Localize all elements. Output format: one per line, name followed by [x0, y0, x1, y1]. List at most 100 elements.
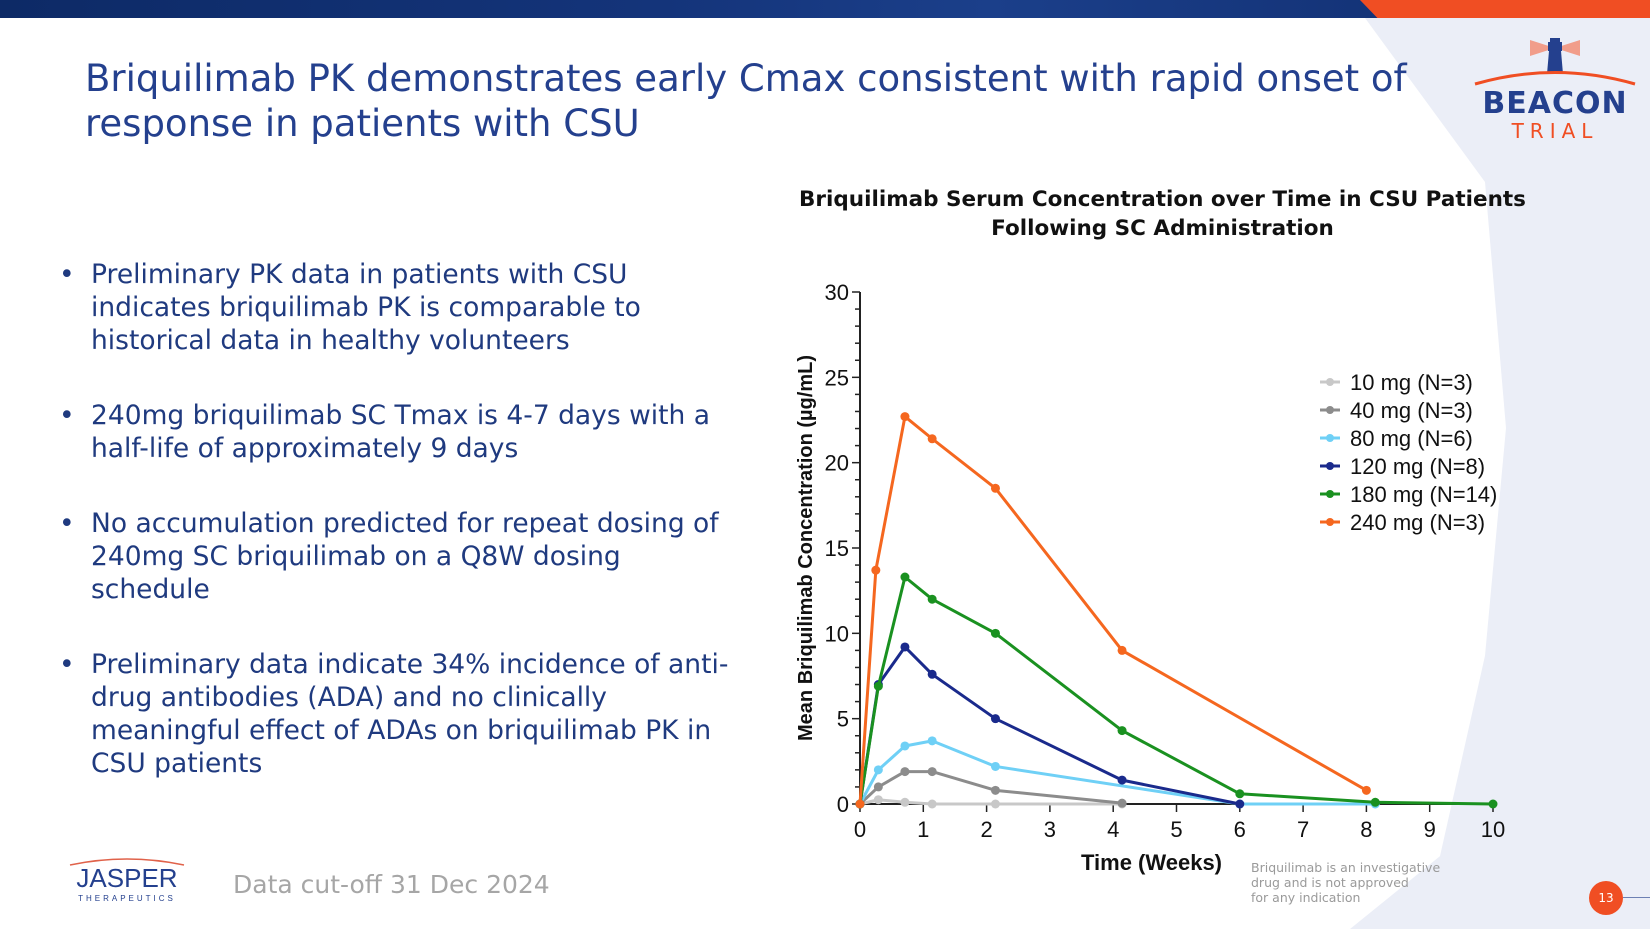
legend-label: 40 mg (N=3) — [1350, 398, 1473, 423]
bullet-text: No accumulation predicted for repeat dos… — [91, 508, 719, 605]
x-tick-label: 7 — [1297, 817, 1309, 842]
x-tick-label: 2 — [980, 817, 992, 842]
beacon-logo-text: BEACON — [1482, 86, 1628, 121]
data-point — [900, 412, 910, 422]
data-point — [990, 799, 1000, 809]
data-point — [900, 642, 910, 652]
x-tick-label: 5 — [1170, 817, 1182, 842]
disclaimer: Briquilimab is an investigative drug and… — [1251, 860, 1441, 905]
data-point — [990, 785, 1000, 795]
page-number-line — [1623, 897, 1650, 898]
y-tick-label: 30 — [825, 280, 849, 305]
x-tick-label: 4 — [1107, 817, 1119, 842]
slide-title: Briquilimab PK demonstrates early Cmax c… — [85, 57, 1407, 145]
bullet-marker: • — [59, 508, 75, 539]
data-point — [927, 767, 937, 777]
y-tick-label: 5 — [837, 707, 849, 732]
data-point — [873, 795, 883, 805]
jasper-logo-subtext: THERAPEUTICS — [78, 894, 176, 903]
data-point — [1361, 785, 1371, 795]
data-point — [855, 799, 865, 809]
data-point — [900, 741, 910, 751]
y-tick-label: 15 — [825, 536, 849, 561]
jasper-logo-text: JASPER — [76, 863, 177, 893]
legend-label: 120 mg (N=8) — [1350, 454, 1485, 479]
bullet-item: • Preliminary data indicate 34% incidence… — [55, 648, 735, 780]
legend-label: 240 mg (N=3) — [1350, 510, 1485, 535]
y-axis-label: Mean Briquilimab Concentration (µg/mL) — [795, 355, 817, 741]
bullet-item: • 240mg briquilimab SC Tmax is 4-7 days w… — [55, 399, 735, 465]
disclaimer-line: drug and is not approved — [1251, 875, 1409, 890]
x-tick-label: 8 — [1360, 817, 1372, 842]
data-point — [927, 434, 937, 444]
x-axis-label: Time (Weeks) — [1081, 850, 1222, 875]
data-point — [1117, 798, 1127, 808]
data-point — [900, 797, 910, 807]
data-point — [927, 799, 937, 809]
x-tick-label: 9 — [1424, 817, 1436, 842]
chart-title: Briquilimab Serum Concentration over Tim… — [790, 185, 1535, 243]
x-tick-label: 1 — [917, 817, 929, 842]
data-point — [1235, 789, 1245, 799]
series-line — [858, 645, 1241, 806]
bullet-marker: • — [59, 400, 75, 431]
data-cutoff-note: Data cut-off 31 Dec 2024 — [233, 870, 550, 899]
bullet-marker: • — [59, 259, 75, 290]
disclaimer-line: for any indication — [1251, 890, 1361, 905]
legend-swatch-marker — [1326, 462, 1334, 470]
data-point — [990, 714, 1000, 724]
data-point — [1488, 799, 1498, 809]
legend-swatch-marker — [1326, 434, 1334, 442]
chart-title-line1: Briquilimab Serum Concentration over Tim… — [799, 187, 1526, 212]
disclaimer-line: Briquilimab is an investigative — [1251, 860, 1441, 875]
data-point — [900, 572, 910, 582]
legend-swatch-marker — [1326, 406, 1334, 414]
jasper-logo: JASPER THERAPEUTICS — [69, 858, 185, 903]
bullet-text: Preliminary data indicate 34% incidence … — [91, 649, 729, 779]
legend-label: 10 mg (N=3) — [1350, 370, 1473, 395]
x-tick-label: 3 — [1044, 817, 1056, 842]
legend-swatch-marker — [1326, 378, 1334, 386]
series-line — [858, 415, 1368, 805]
y-tick-label: 20 — [825, 451, 849, 476]
data-point — [873, 681, 883, 691]
data-point — [900, 767, 910, 777]
bullet-text: Preliminary PK data in patients with CSU… — [91, 259, 641, 356]
y-tick-label: 10 — [825, 621, 849, 646]
data-point — [927, 669, 937, 679]
bullet-marker: • — [59, 649, 75, 680]
data-point — [990, 628, 1000, 638]
data-point — [1117, 645, 1127, 655]
page-number: 13 — [1589, 881, 1623, 915]
data-point — [1370, 797, 1380, 807]
chart-title-line2: Following SC Administration — [991, 216, 1334, 241]
data-point — [990, 483, 1000, 493]
lighthouse-icon — [1474, 38, 1636, 86]
top-banner-accent — [1360, 0, 1650, 18]
data-point — [1117, 775, 1127, 785]
data-point — [927, 594, 937, 604]
legend-label: 80 mg (N=6) — [1350, 426, 1473, 451]
series-line — [858, 770, 1123, 806]
data-point — [990, 761, 1000, 771]
legend-swatch-marker — [1326, 518, 1334, 526]
data-point — [1117, 726, 1127, 736]
x-tick-label: 6 — [1234, 817, 1246, 842]
y-tick-label: 25 — [825, 365, 849, 390]
y-tick-label: 0 — [837, 792, 849, 817]
data-point — [927, 736, 937, 746]
legend-label: 180 mg (N=14) — [1350, 482, 1497, 507]
bullet-item: • Preliminary PK data in patients with CS… — [55, 258, 735, 357]
bullet-list: • Preliminary PK data in patients with CS… — [55, 258, 735, 822]
bullet-item: • No accumulation predicted for repeat do… — [55, 507, 735, 606]
data-point — [873, 782, 883, 792]
data-point — [1235, 799, 1245, 809]
data-point — [871, 565, 881, 575]
x-tick-label: 10 — [1481, 817, 1505, 842]
trial-logo-text: TRIAL — [1511, 119, 1599, 143]
data-point — [873, 765, 883, 775]
top-banner — [0, 0, 1650, 18]
x-tick-label: 0 — [854, 817, 866, 842]
legend-swatch-marker — [1326, 490, 1334, 498]
